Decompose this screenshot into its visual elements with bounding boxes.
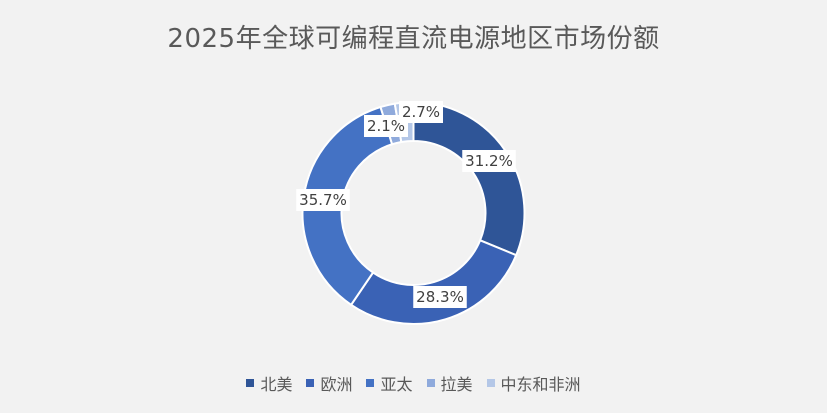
data-label-5: 2.7% (399, 101, 443, 123)
data-label-box (462, 150, 516, 172)
data-label-4: 2.1% (364, 115, 408, 137)
data-label-3: 35.7% (296, 189, 350, 211)
data-label-box (296, 189, 350, 211)
legend-label: 中东和非洲 (500, 375, 581, 394)
legend-item-1: 北美 (246, 371, 292, 395)
data-label-text: 2.1% (367, 117, 405, 135)
slice-2 (349, 239, 518, 325)
data-labels: 31.2% 28.3% 35.7% 2.1%2.7% (296, 101, 516, 308)
legend-label: 欧洲 (320, 375, 353, 394)
legend-item-5: 中东和非洲 (486, 371, 581, 395)
legend-swatch (426, 379, 435, 387)
slice-3 (301, 105, 394, 307)
legend-swatch (486, 379, 495, 387)
legend-item-2: 欧洲 (306, 371, 352, 395)
legend-swatch (366, 379, 375, 387)
data-label-box (399, 101, 443, 123)
legend-item-3: 亚太 (366, 371, 413, 395)
data-label-text: 35.7% (299, 191, 347, 209)
data-label-2: 28.3% (413, 286, 467, 308)
data-label-text: 31.2% (465, 152, 513, 170)
legend-swatch (306, 379, 315, 387)
data-label-box (364, 115, 408, 137)
legend-item-4: 拉美 (426, 371, 473, 395)
data-label-box (413, 286, 467, 308)
slice-1 (412, 100, 526, 257)
legend-label: 亚太 (380, 375, 413, 394)
legend: 北美 欧洲 亚太 拉美 中东和非洲 (0, 371, 827, 395)
donut-slices (301, 100, 526, 325)
legend-swatch (246, 379, 255, 387)
data-label-text: 2.7% (402, 103, 440, 121)
data-label-text: 28.3% (416, 288, 464, 306)
legend-label: 拉美 (440, 375, 473, 394)
data-label-1: 31.2% (462, 150, 516, 172)
legend-label: 北美 (260, 375, 293, 394)
chart-title: 2025年全球可编程直流电源地区市场份额 (167, 24, 660, 54)
